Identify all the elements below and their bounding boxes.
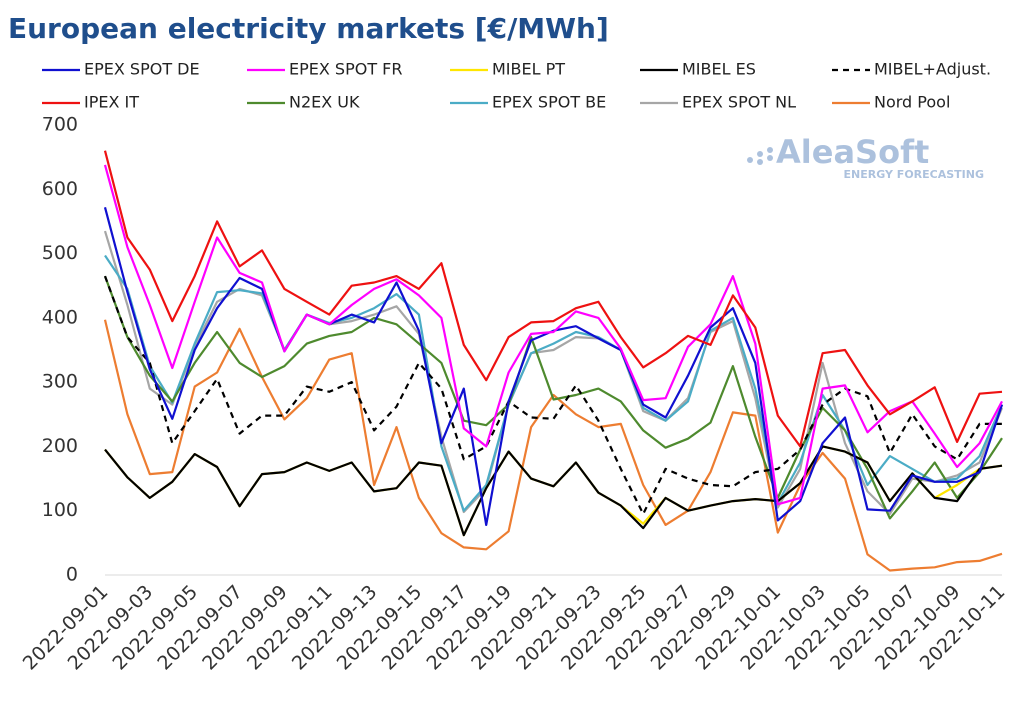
- series-line: [104, 254, 1004, 512]
- legend-label: EPEX SPOT BE: [492, 93, 606, 112]
- legend-label: MIBEL PT: [492, 60, 565, 79]
- watermark-dot: [767, 155, 773, 161]
- y-tick-label: 400: [42, 306, 78, 328]
- y-tick-label: 200: [42, 435, 78, 457]
- y-tick-label: 300: [42, 371, 78, 393]
- legend-label: Nord Pool: [874, 93, 950, 112]
- legend-label: MIBEL+Adjust.: [874, 60, 991, 79]
- legend-item: EPEX SPOT BE: [450, 93, 606, 112]
- series-line: [103, 150, 1003, 448]
- series-line: [103, 164, 1003, 506]
- y-tick-label: 600: [42, 178, 78, 200]
- legend-label: EPEX SPOT NL: [682, 93, 796, 112]
- y-tick-label: 100: [42, 499, 78, 521]
- series-line: [103, 319, 1003, 572]
- legend-label: EPEX SPOT FR: [289, 60, 403, 79]
- legend-label: N2EX UK: [289, 93, 360, 112]
- watermark: AleaSoft ENERGY FORECASTING: [747, 133, 984, 181]
- watermark-text: AleaSoft: [776, 133, 929, 171]
- legend-label: EPEX SPOT DE: [84, 60, 200, 79]
- legend-item: MIBEL ES: [640, 60, 756, 79]
- watermark-dot: [757, 151, 763, 157]
- y-tick-label: 0: [66, 564, 78, 586]
- legend-item: MIBEL PT: [450, 60, 565, 79]
- legend-item: N2EX UK: [247, 93, 360, 112]
- watermark-dot: [747, 157, 753, 163]
- chart-title: European electricity markets [€/MWh]: [8, 12, 609, 45]
- legend-item: EPEX SPOT NL: [640, 93, 796, 112]
- legend-item: Nord Pool: [832, 93, 950, 112]
- series-line: [104, 445, 1003, 537]
- legend-label: IPEX IT: [84, 93, 139, 112]
- watermark-subtitle: ENERGY FORECASTING: [844, 168, 984, 181]
- legend-item: EPEX SPOT DE: [42, 60, 200, 79]
- watermark-dot: [767, 147, 773, 153]
- watermark-dot: [757, 159, 763, 165]
- legend-label: MIBEL ES: [682, 60, 756, 79]
- y-tick-label: 500: [42, 242, 78, 264]
- y-tick-label: 700: [42, 114, 78, 136]
- legend-item: EPEX SPOT FR: [247, 60, 403, 79]
- legend-item: MIBEL+Adjust.: [832, 60, 991, 79]
- series-line: [103, 275, 1003, 520]
- legend-item: IPEX IT: [42, 93, 139, 112]
- series-line: [103, 207, 1004, 526]
